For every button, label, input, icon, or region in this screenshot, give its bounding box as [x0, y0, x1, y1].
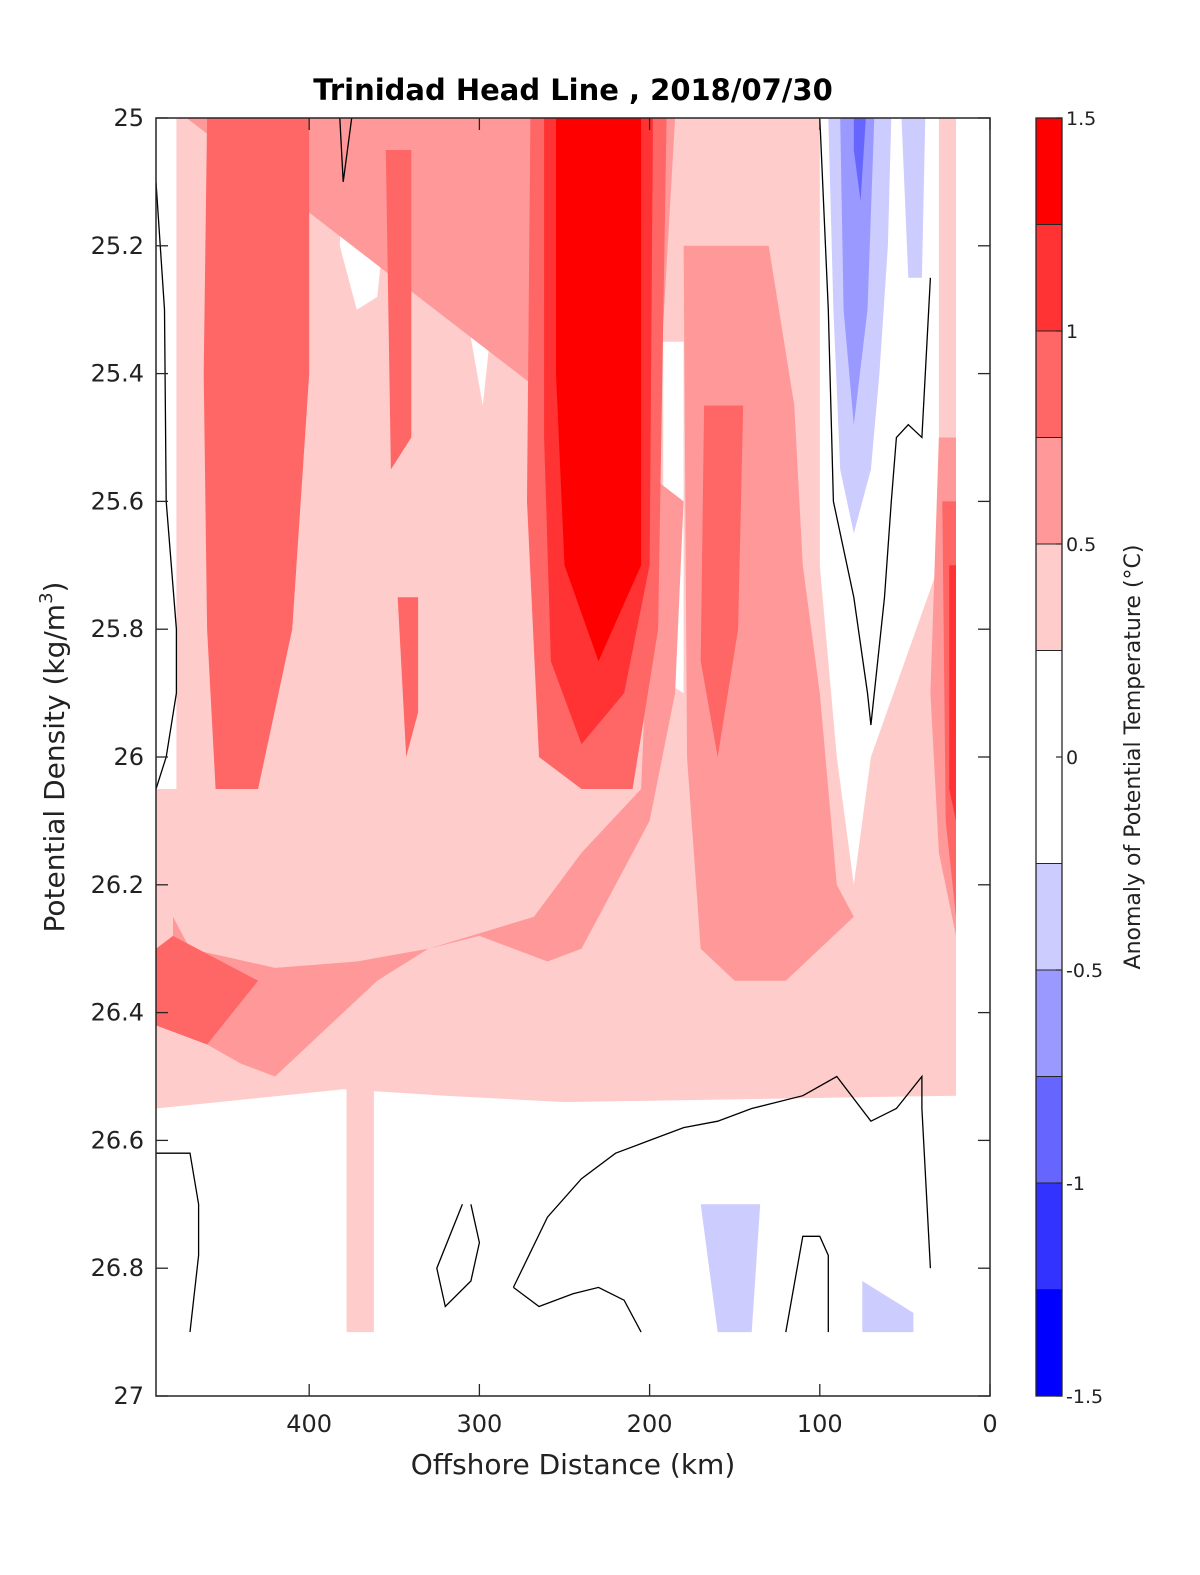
- colorbar-segment: [1036, 437, 1062, 544]
- y-tick-label: 26.4: [91, 999, 144, 1027]
- colorbar-tick-label: 0.5: [1066, 534, 1096, 556]
- y-axis: 25 25.2 25.4 25.6 25.8 26 26.2 26.4 26.6 26.8 27: [91, 104, 990, 1410]
- x-tick-label: 300: [456, 1410, 502, 1438]
- colorbar-tick-label: -1.5: [1066, 1386, 1103, 1408]
- anomaly-region: [556, 118, 642, 662]
- y-tick-label: 26.2: [91, 871, 144, 899]
- zero-contour-line: [513, 1286, 642, 1333]
- y-axis-label: Potential Density (kg/m3): [36, 582, 71, 933]
- anomaly-region: [203, 118, 310, 789]
- y-tick-label: 27: [113, 1382, 144, 1410]
- anomaly-region: [949, 565, 956, 821]
- y-tick-label: 25.6: [91, 487, 144, 515]
- y-tick-label: 26.6: [91, 1126, 144, 1154]
- x-tick-label: 100: [797, 1410, 843, 1438]
- colorbar-segment: [1036, 1183, 1062, 1290]
- x-axis-label: Offshore Distance (km): [411, 1448, 736, 1481]
- anomaly-region: [700, 1204, 761, 1333]
- x-tick-label: 400: [286, 1410, 332, 1438]
- zero-contour-line: [156, 1152, 200, 1333]
- anomaly-region: [397, 597, 419, 757]
- colorbar-tick-label: -1: [1066, 1173, 1085, 1195]
- y-tick-label: 26: [113, 743, 144, 771]
- zero-contour-line: [512, 1074, 932, 1288]
- x-tick-label: 200: [627, 1410, 673, 1438]
- colorbar-segment: [1036, 1076, 1062, 1183]
- y-tick-label: 25.2: [91, 232, 144, 260]
- colorbar-tick-label: 0: [1066, 747, 1078, 769]
- colorbar-label: Anomaly of Potential Temperature (°C): [1121, 545, 1146, 970]
- y-tick-label: 25.8: [91, 615, 144, 643]
- chart-title: Trinidad Head Line , 2018/07/30: [313, 73, 833, 107]
- zero-contour-lines: [156, 118, 932, 1333]
- anomaly-region: [156, 935, 259, 1045]
- zero-contour-line: [785, 1235, 829, 1333]
- colorbar-segment: [1036, 970, 1062, 1077]
- y-tick-label: 25.4: [91, 360, 144, 388]
- colorbar-segment: [1036, 863, 1062, 970]
- colorbar-segment: [1036, 544, 1062, 651]
- anomaly-region: [385, 150, 412, 470]
- zero-contour-line: [819, 118, 932, 726]
- anomaly-region: [901, 118, 926, 278]
- y-tick-label: 26.8: [91, 1254, 144, 1282]
- colorbar-segment: [1036, 331, 1062, 438]
- x-axis: 400 300 200 100 0: [286, 118, 998, 1438]
- zero-contour-line: [339, 118, 353, 182]
- colorbar-tick-label: 1: [1066, 321, 1078, 343]
- anomaly-region: [853, 118, 866, 202]
- anomaly-region: [346, 1089, 374, 1333]
- colorbar: 1.5 1 0.5 0 -0.5 -1 -1.5: [1035, 108, 1103, 1408]
- colorbar-tick-label: -0.5: [1066, 960, 1103, 982]
- x-tick-label: 0: [982, 1410, 997, 1438]
- filled-contours: [156, 118, 956, 1333]
- colorbar-tick-label: 1.5: [1066, 108, 1096, 130]
- anomaly-region: [862, 1281, 914, 1333]
- colorbar-segment: [1036, 118, 1062, 225]
- anomaly-region: [840, 118, 875, 425]
- y-tick-label: 25: [113, 104, 144, 132]
- anomaly-region: [156, 1012, 956, 1109]
- anomaly-region: [700, 405, 744, 757]
- colorbar-segment: [1036, 1289, 1062, 1396]
- plot-area: [155, 117, 991, 1397]
- colorbar-segment: [1036, 224, 1062, 331]
- zero-contour-line: [436, 1204, 481, 1308]
